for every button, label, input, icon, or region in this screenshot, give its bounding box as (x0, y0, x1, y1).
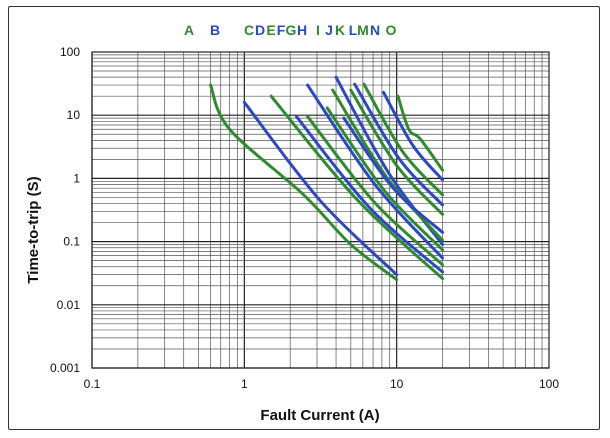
legend-label-a: A (184, 22, 194, 38)
legend-label-n: N (370, 22, 380, 38)
curve-k (349, 88, 445, 216)
tick-labels: 0.1 1 10 100 100 10 1 0.1 0.01 0.001 (50, 45, 559, 391)
y-tick-label: 0.01 (57, 298, 81, 312)
x-tick-label: 100 (539, 377, 559, 391)
curve-m (362, 82, 445, 197)
legend-label-i: I (316, 22, 320, 38)
x-axis-label: Fault Current (A) (260, 407, 379, 424)
y-tick-label: 100 (60, 45, 80, 59)
x-tick-label: 1 (241, 377, 248, 391)
curve-b (242, 100, 399, 277)
curve-g (325, 106, 445, 252)
curve-e (306, 115, 445, 267)
y-tick-label: 10 (67, 108, 81, 122)
curve-f (306, 83, 445, 260)
y-axis-label: Time-to-trip (S) (25, 176, 42, 283)
curve-l (353, 82, 445, 207)
chart-frame (8, 6, 600, 430)
curve-c (269, 94, 445, 281)
curves (209, 75, 445, 282)
legend-label-d: D (255, 22, 265, 38)
legend-label-h: H (297, 22, 307, 38)
legend-label-c: C (244, 22, 254, 38)
legend-label-j: J (325, 22, 333, 38)
y-tick-label: 0.001 (50, 361, 80, 375)
legend-label-b: B (210, 22, 220, 38)
x-tick-label: 0.1 (84, 377, 101, 391)
legend-label-k: K (335, 22, 345, 38)
curve-i (331, 88, 445, 242)
x-tick-label: 10 (390, 377, 404, 391)
y-tick-label: 1 (73, 171, 80, 185)
legend-label-f: F (277, 22, 286, 38)
legend-label-o: O (386, 22, 397, 38)
curve-d (294, 115, 445, 274)
legend-label-m: M (357, 22, 369, 38)
legend-label-g: G (286, 22, 297, 38)
curve-n (382, 90, 445, 182)
legend-label-e: E (266, 22, 275, 38)
legend-label-l: L (349, 22, 358, 38)
grid (91, 51, 550, 369)
curve-o (396, 94, 445, 172)
y-tick-label: 0.1 (63, 235, 80, 249)
curve-a (209, 83, 399, 282)
plot-border (91, 51, 550, 369)
curve-j (342, 116, 445, 234)
